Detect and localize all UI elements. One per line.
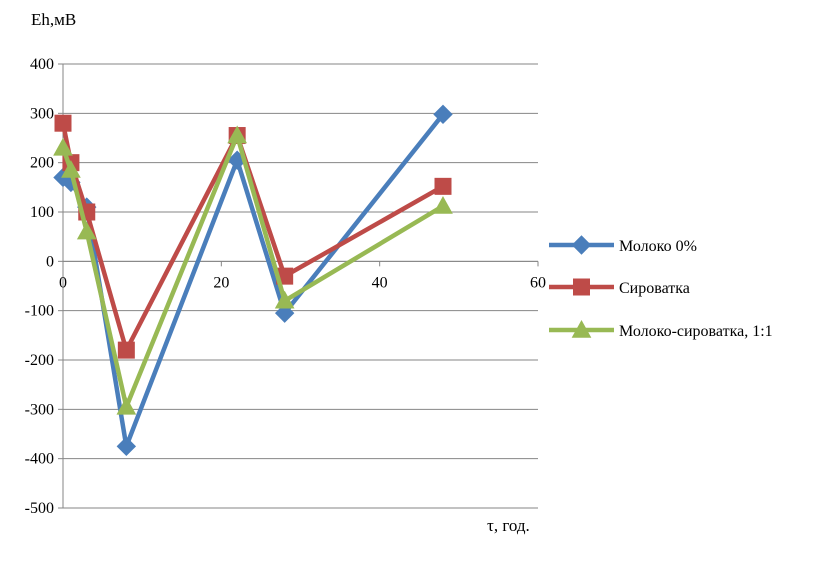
x-tick-label: 0 (59, 274, 67, 291)
y-tick-labels: 400 300 200 100 0 -100 -200 -300 -400 -500 (25, 56, 54, 517)
y-axis-label: Eh,мВ (31, 10, 76, 29)
y-tick-label: -400 (25, 451, 54, 468)
legend: Молоко 0% Сироватка Молоко-сироватка, 1:1 (549, 235, 773, 340)
series-line (60, 122, 445, 353)
data-point (116, 436, 137, 457)
data-point (434, 177, 452, 195)
grid-lines (63, 63, 538, 509)
data-point (76, 221, 97, 240)
legend-marker (571, 319, 592, 338)
legend-label: Сироватка (619, 280, 690, 297)
y-tick-label: -100 (25, 303, 54, 320)
data-point (61, 160, 81, 178)
x-axis-label: τ, год. (487, 516, 530, 535)
series-1 (53, 104, 453, 457)
data-point (227, 125, 248, 144)
legend-label: Молоко 0% (619, 238, 697, 255)
y-tick-label: 400 (30, 56, 54, 73)
y-tick-label: -500 (25, 500, 54, 517)
legend-item-3: Молоко-сироватка, 1:1 (549, 319, 773, 340)
y-tick-label: -200 (25, 352, 54, 369)
y-tick-label: 200 (30, 155, 54, 172)
series-3 (53, 125, 453, 415)
data-point (433, 104, 453, 125)
y-tick-label: 0 (46, 253, 54, 270)
data-point (53, 137, 73, 156)
data-point (54, 114, 72, 132)
data-point (117, 341, 135, 359)
y-tick-label: 100 (30, 204, 54, 221)
legend-item-1: Молоко 0% (549, 235, 697, 255)
data-point (433, 196, 453, 214)
plot-area (53, 104, 453, 457)
legend-item-2: Сироватка (549, 278, 690, 297)
data-point (274, 290, 295, 309)
x-tick-label: 40 (372, 274, 388, 291)
y-tick-label: 300 (30, 105, 54, 122)
legend-marker (571, 235, 592, 255)
legend-marker (573, 278, 590, 296)
x-tick-label: 20 (213, 274, 229, 291)
x-tick-label: 60 (530, 274, 546, 291)
x-tick-labels: 0 20 40 60 (59, 274, 546, 291)
legend-label: Молоко-сироватка, 1:1 (619, 323, 773, 340)
data-point (116, 396, 137, 415)
y-tick-label: -300 (25, 401, 54, 418)
data-point (274, 303, 295, 323)
